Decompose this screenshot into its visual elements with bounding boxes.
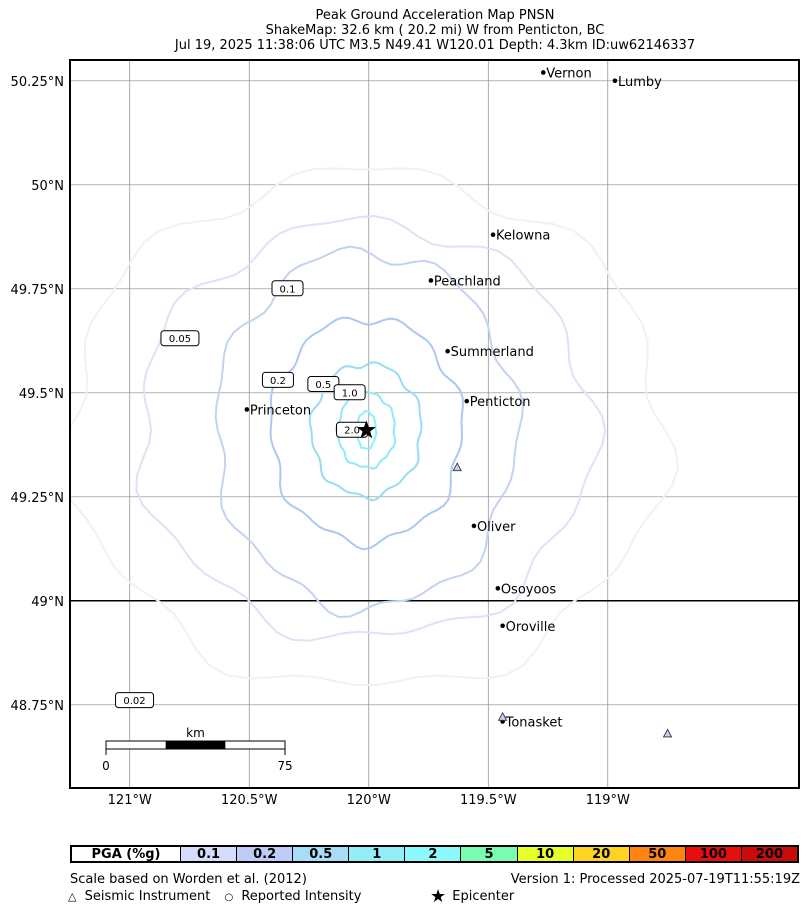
lat-tick-label: 50.25°N [11,75,64,90]
version-info: Version 1: Processed 2025-07-19T11:55:19… [510,872,800,887]
title-line-1: Peak Ground Acceleration Map PNSN [315,8,555,23]
lat-tick-label: 49.75°N [11,283,64,298]
lon-tick-label: 119°W [586,793,630,808]
epicenter-key-label: Epicenter [452,889,515,904]
lat-tick-label: 48.75°N [11,699,64,714]
pga-contour [214,245,525,619]
station-icon [497,711,508,721]
city-label: Penticton [470,395,531,410]
lon-tick-label: 120.5°W [221,793,278,808]
lon-tick-label: 120°W [347,793,391,808]
scale-end-label: 75 [277,759,292,773]
legend-title: PGA (%g) [72,847,181,862]
star-icon: ★ [430,886,447,907]
contour-label: 0.05 [160,330,200,347]
contour-label: 0.5 [307,375,340,392]
legend-swatch: 0.2 [237,847,294,862]
axis-labels: 50.25°N 50°N 49.75°N 49.5°N 49.25°N 49°N 48.75… [11,75,630,808]
legend-swatch: 5 [461,847,518,862]
contour-label: 0.02 [115,692,155,709]
contour-label: 1.0 [333,384,366,401]
epicenter-key: ★ Epicenter [430,886,514,907]
title-line-3: Jul 19, 2025 11:38:06 UTC M3.5 N49.41 W1… [174,38,696,53]
pga-contour [308,361,423,502]
city-label: Oliver [477,520,516,535]
contour-label: 0.1 [271,280,304,297]
lon-tick-label: 119.5°W [460,793,517,808]
city-label: Vernon [546,66,591,81]
lat-tick-label: 50°N [31,179,64,194]
graticule [70,60,799,788]
pga-legend: PGA (%g) 0.1 0.2 0.5 1 2 5 10 20 50 100 200 [70,845,799,863]
svg-text:0.02: 0.02 [123,696,145,707]
legend-swatch: 0.5 [293,847,350,862]
legend-swatch: 10 [517,847,574,862]
city-marker: Summerland [445,345,534,360]
scale-bar: km 0 75 [102,726,292,773]
city-marker: Oroville [500,620,555,635]
legend-swatch: 200 [741,847,798,862]
city-label: Summerland [451,345,534,360]
legend-swatch: 1 [349,847,406,862]
city-marker: Kelowna [490,229,550,244]
seismic-stations [452,462,673,738]
epicenter-marker [356,420,376,439]
contour-label: 0.2 [261,371,294,388]
city-marker: Vernon [540,66,592,81]
svg-text:2.0: 2.0 [344,426,360,437]
city-marker: Lumby [612,75,662,90]
city-markers: Vernon Lumby Kelowna Peachland Summerland Pen… [244,66,662,730]
city-label: Osoyoos [501,582,557,597]
triangle-icon: △ [68,890,77,903]
circle-icon: ○ [224,892,234,903]
city-label: Oroville [506,620,556,635]
svg-text:0.05: 0.05 [169,334,191,345]
lat-tick-label: 49.5°N [19,387,64,402]
svg-text:0.2: 0.2 [270,376,286,387]
lat-tick-label: 49.25°N [11,491,64,506]
legend-swatch: 100 [685,847,742,862]
station-icon [452,462,462,472]
pga-contour [135,214,607,642]
lon-tick-label: 121°W [108,793,152,808]
reported-intensity-label: Reported Intensity [241,889,362,904]
map-title: Peak Ground Acceleration Map PNSN ShakeM… [70,8,800,53]
city-marker: Princeton [244,403,311,418]
city-label: Princeton [250,403,311,418]
legend-swatch: 0.1 [181,847,238,862]
city-label: Lumby [618,75,662,90]
city-marker: Osoyoos [495,582,557,597]
legend-swatch: 2 [405,847,462,862]
city-label: Tonasket [505,715,563,730]
station-icon [662,728,673,738]
city-label: Kelowna [496,229,550,244]
pga-contour [269,316,464,551]
pga-contours [70,167,680,686]
scale-unit-label: km [186,726,205,740]
lat-tick-label: 49°N [31,595,64,610]
scale-note: Scale based on Worden et al. (2012) [70,872,307,887]
map-frame [69,59,800,789]
city-label: Peachland [434,274,501,289]
seismic-instrument-label: Seismic Instrument [84,889,211,904]
svg-text:0.5: 0.5 [315,380,331,391]
svg-text:0.1: 0.1 [280,284,296,295]
footer-key: △ Seismic Instrument ○ Reported Intensit… [68,889,361,904]
city-marker: Tonasket [500,715,562,730]
svg-text:1.0: 1.0 [342,388,358,399]
city-marker: Penticton [464,395,531,410]
epicenter-star-icon [356,420,376,439]
scale-start-label: 0 [102,759,110,773]
legend-swatch: 50 [629,847,686,862]
city-marker: Oliver [471,520,516,535]
contour-labels: 0.02 0.05 0.1 0.2 0.5 1.0 2.0 [115,280,369,709]
legend-swatch: 20 [573,847,630,862]
pga-contour [70,167,680,686]
title-line-2: ShakeMap: 32.6 km ( 20.2 mi) W from Pent… [265,23,605,38]
city-marker: Peachland [428,274,501,289]
